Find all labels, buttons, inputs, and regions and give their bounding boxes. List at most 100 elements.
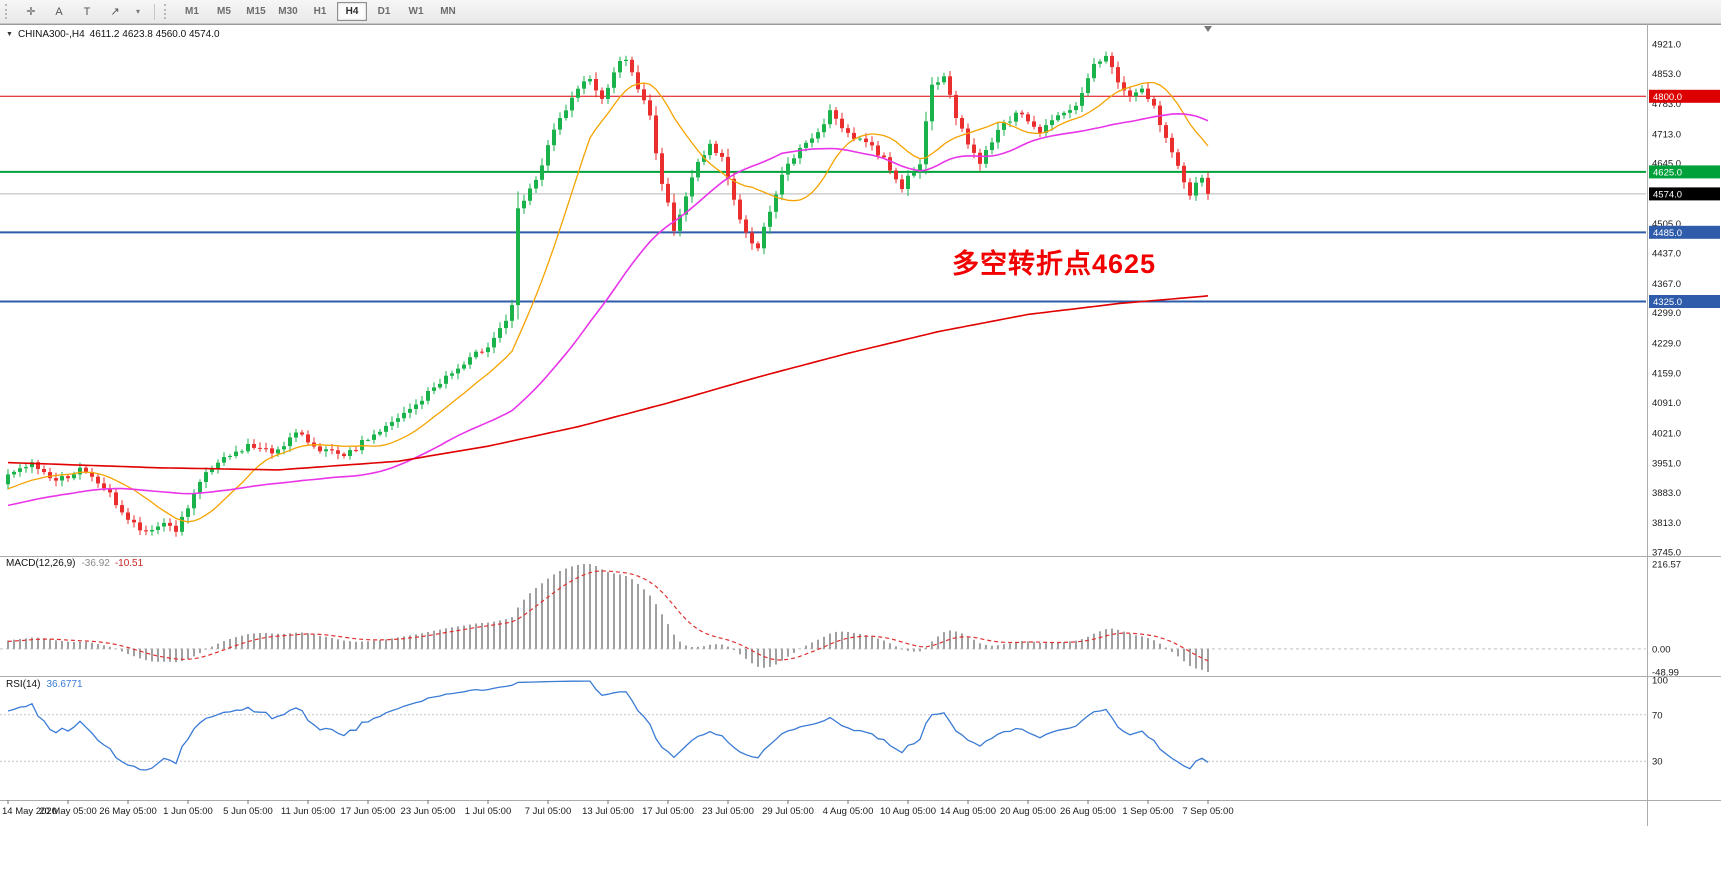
rsi-line	[7, 680, 1209, 771]
chart-annotation[interactable]: 多空转折点4625	[952, 249, 1157, 279]
timeframe-m15[interactable]: M15	[246, 6, 266, 17]
candle-body	[36, 462, 40, 469]
text-label-icon[interactable]: A	[55, 5, 63, 18]
candle-body	[594, 79, 598, 91]
candle-body	[186, 508, 190, 517]
timeframe-m1[interactable]: M1	[185, 6, 199, 17]
candle-body	[120, 505, 124, 513]
candle-body	[756, 243, 760, 249]
candle-body	[570, 97, 574, 111]
price-tick-label: 4229.0	[1652, 338, 1681, 349]
price-tick-label: 4437.0	[1652, 249, 1681, 260]
candle-body	[948, 76, 952, 95]
price-tick-label: 4159.0	[1652, 369, 1681, 380]
candle-body	[726, 156, 730, 179]
price-tick-label: 3813.0	[1652, 518, 1681, 529]
timeframe-d1[interactable]: D1	[377, 6, 391, 17]
candle-body	[738, 199, 742, 220]
time-tick-label: 13 Jul 05:00	[582, 806, 634, 817]
arrow-line-icon[interactable]: ↗	[110, 6, 120, 18]
candle-body	[1110, 55, 1114, 68]
candle-body	[744, 219, 748, 233]
candle-body	[480, 351, 484, 353]
candle-body	[462, 364, 466, 369]
chart-title: ▼ CHINA300-,H4 4611.2 4623.8 4560.0 4574…	[6, 29, 220, 40]
timeframe-m30[interactable]: M30	[278, 6, 298, 17]
price-badge-label: 4485.0	[1653, 228, 1682, 239]
timeframe-w1[interactable]: W1	[408, 6, 424, 17]
candle-body	[1056, 115, 1060, 121]
rsi-name: RSI(14)	[6, 679, 41, 690]
candle-body	[258, 447, 262, 449]
candle-body	[768, 211, 772, 227]
candle-body	[300, 432, 304, 435]
candle-body	[540, 165, 544, 180]
candle-body	[384, 425, 388, 432]
candle-body	[654, 115, 658, 154]
candle-body	[1038, 126, 1042, 133]
candle-body	[30, 462, 34, 468]
timeframe-buttons: M1 M5 M15 M30 H1 H4 D1 W1 MN	[176, 2, 464, 21]
time-tick-label: 1 Jun 05:00	[163, 806, 213, 817]
candle-body	[792, 158, 796, 164]
candle-body	[282, 446, 286, 450]
candle-body	[1092, 63, 1096, 79]
candle-body	[576, 88, 580, 98]
candle-body	[6, 474, 10, 485]
price-badge-label: 4800.0	[1653, 92, 1682, 103]
price-tick-label: 4853.0	[1652, 69, 1681, 80]
candle-body	[1176, 152, 1180, 166]
candle-body	[174, 525, 178, 532]
candle-body	[1026, 114, 1030, 122]
price-badge	[1649, 187, 1720, 201]
price-tick-label: 4783.0	[1652, 99, 1681, 110]
candle-body	[222, 457, 226, 463]
candle-body	[1020, 112, 1024, 115]
candle-body	[966, 128, 970, 145]
candle-body	[798, 147, 802, 159]
crosshair-icon[interactable]: ✛	[26, 6, 36, 18]
time-tick-label: 23 Jun 05:00	[401, 806, 456, 817]
timeframe-h1[interactable]: H1	[313, 6, 327, 17]
tools-dropdown-caret-icon[interactable]: ▾	[135, 7, 140, 16]
candle-body	[636, 72, 640, 90]
macd-axis-label: -48.99	[1652, 668, 1679, 679]
macd-axis-label: 0.00	[1652, 644, 1671, 655]
candle-body	[1128, 90, 1132, 97]
candle-body	[954, 94, 958, 118]
candle-body	[144, 530, 148, 532]
toolbar-grip[interactable]	[5, 4, 11, 19]
candle-body	[1122, 82, 1126, 91]
time-tick-label: 17 Jun 05:00	[341, 806, 396, 817]
one-click-trading-toggle[interactable]: ▼	[6, 31, 13, 38]
candle-body	[48, 472, 52, 479]
candle-body	[870, 142, 874, 146]
candle-body	[498, 328, 502, 338]
candle-body	[978, 152, 982, 164]
candle-body	[822, 124, 826, 133]
candle-body	[1002, 122, 1006, 130]
candle-body	[114, 492, 118, 506]
time-tick-label: 17 Jul 05:00	[642, 806, 694, 817]
chart-shift-marker	[1204, 26, 1212, 32]
candle-body	[456, 368, 460, 374]
candle-body	[516, 208, 520, 306]
chart-area[interactable]: 216.57 0.00 -48.99 100 70 30 4921.0 4853.0 4783.…	[0, 24, 1721, 891]
price-badge-label: 4325.0	[1653, 297, 1682, 308]
text-annotation-icon[interactable]: T	[83, 5, 91, 18]
candle-body	[12, 471, 16, 475]
candle-body	[936, 82, 940, 85]
timeframe-m5[interactable]: M5	[217, 6, 231, 17]
timeframe-h4[interactable]: H4	[337, 2, 367, 21]
candle-body	[90, 472, 94, 477]
candle-body	[192, 493, 196, 509]
timeframe-toolbar-grip[interactable]	[164, 4, 170, 19]
candle-body	[108, 488, 112, 493]
candle-body	[1050, 120, 1054, 125]
timeframe-mn[interactable]: MN	[440, 6, 456, 17]
price-axis[interactable]: 4921.0 4853.0 4783.0 4713.0 4645.0 4505.0 4437…	[1649, 40, 1720, 559]
candle-body	[558, 118, 562, 130]
